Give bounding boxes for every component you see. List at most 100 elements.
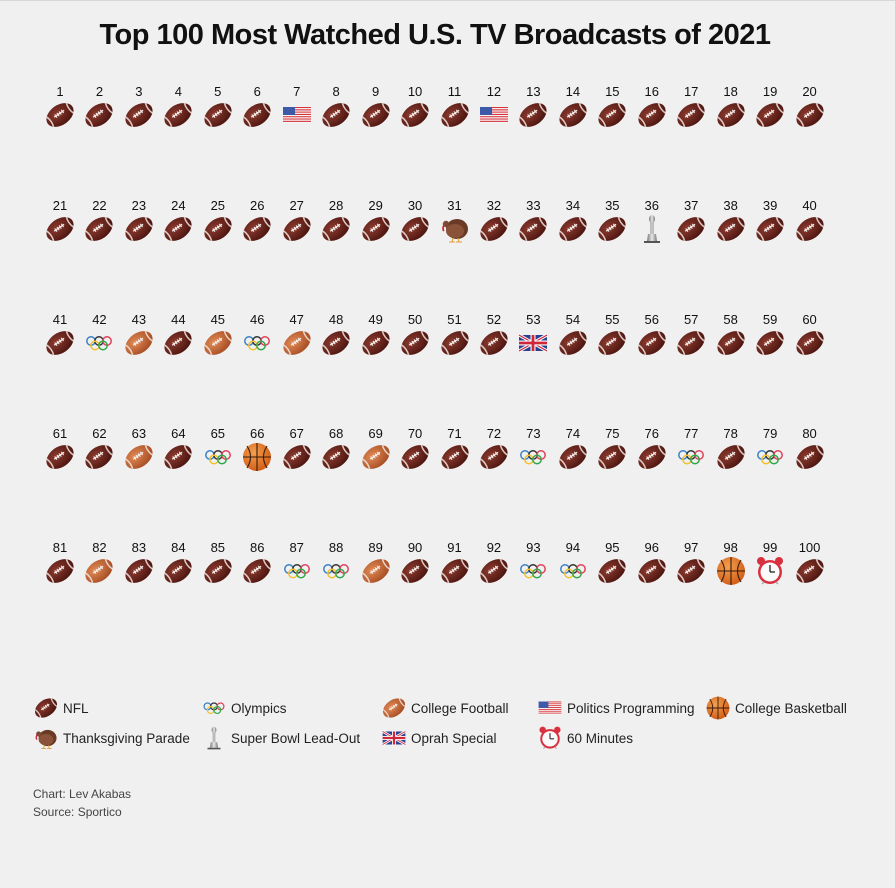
rank-label: 61 bbox=[52, 426, 68, 441]
grid-cell: 46 bbox=[237, 312, 277, 372]
legend-item: Thanksgiving Parade bbox=[33, 725, 190, 751]
rank-label: 53 bbox=[526, 312, 541, 327]
rank-label: 52 bbox=[486, 312, 502, 327]
american-football-icon bbox=[162, 441, 194, 473]
rank-label: 42 bbox=[92, 312, 107, 327]
rank-label: 30 bbox=[407, 198, 423, 213]
american-football-icon bbox=[794, 441, 826, 473]
american-football-icon bbox=[636, 99, 668, 131]
grid-cell: 18 bbox=[711, 84, 751, 144]
rank-label: 92 bbox=[486, 540, 502, 555]
grid-cell: 84 bbox=[158, 540, 198, 600]
american-football-icon bbox=[636, 441, 668, 473]
grid-cell: 69 bbox=[356, 426, 396, 486]
american-football-icon bbox=[754, 327, 786, 359]
rank-label: 38 bbox=[723, 198, 738, 213]
grid-cell: 38 bbox=[711, 198, 751, 258]
legend: NFL Olympics College Football Politics Pr… bbox=[0, 1, 895, 761]
american-football-icon bbox=[439, 441, 471, 473]
rank-label: 44 bbox=[171, 312, 186, 327]
american-football-icon bbox=[202, 213, 234, 245]
basketball-icon bbox=[715, 555, 747, 587]
rank-label: 56 bbox=[644, 312, 659, 327]
american-football-icon bbox=[44, 555, 76, 587]
american-football-icon bbox=[636, 327, 668, 359]
legend-item: Oprah Special bbox=[381, 725, 497, 751]
rank-label: 14 bbox=[565, 84, 581, 99]
grid-cell: 58 bbox=[711, 312, 751, 372]
us-flag-icon bbox=[281, 99, 313, 131]
grid-cell: 36 bbox=[632, 198, 672, 258]
pictogram-grid: 1 2 3 bbox=[0, 1, 895, 641]
rank-label: 11 bbox=[447, 84, 462, 99]
olympic-rings-icon bbox=[241, 327, 273, 359]
rank-label: 28 bbox=[328, 198, 344, 213]
grid-cell: 63 bbox=[119, 426, 159, 486]
rank-label: 37 bbox=[683, 198, 699, 213]
grid-cell: 94 bbox=[553, 540, 593, 600]
american-football-icon bbox=[360, 99, 392, 131]
american-football-icon bbox=[754, 99, 786, 131]
grid-cell: 98 bbox=[711, 540, 751, 600]
college-football-icon bbox=[123, 327, 155, 359]
olympic-rings-icon bbox=[517, 555, 549, 587]
grid-cell: 75 bbox=[592, 426, 632, 486]
rank-label: 65 bbox=[210, 426, 226, 441]
rank-label: 18 bbox=[723, 84, 738, 99]
rank-label: 79 bbox=[762, 426, 778, 441]
rank-label: 25 bbox=[210, 198, 226, 213]
grid-cell: 93 bbox=[513, 540, 553, 600]
grid-cell: 49 bbox=[356, 312, 396, 372]
grid-cell: 48 bbox=[316, 312, 356, 372]
american-football-icon bbox=[281, 213, 313, 245]
grid-cell: 78 bbox=[711, 426, 751, 486]
rank-label: 72 bbox=[486, 426, 502, 441]
american-football-icon bbox=[320, 213, 352, 245]
grid-cell: 100 bbox=[790, 540, 830, 600]
american-football-icon bbox=[439, 327, 471, 359]
rank-label: 16 bbox=[644, 84, 659, 99]
rank-label: 32 bbox=[486, 198, 502, 213]
grid-cell: 80 bbox=[790, 426, 830, 486]
american-football-icon bbox=[202, 555, 234, 587]
chart-source: Source: Sportico bbox=[33, 805, 122, 819]
rank-label: 15 bbox=[605, 84, 620, 99]
american-football-icon bbox=[675, 327, 707, 359]
grid-cell: 82 bbox=[79, 540, 119, 600]
legend-item: Politics Programming bbox=[537, 695, 695, 721]
grid-cell: 56 bbox=[632, 312, 672, 372]
grid-cell: 67 bbox=[277, 426, 317, 486]
american-football-icon bbox=[202, 99, 234, 131]
grid-cell: 37 bbox=[671, 198, 711, 258]
rank-label: 77 bbox=[683, 426, 699, 441]
grid-cell: 73 bbox=[513, 426, 553, 486]
rank-label: 12 bbox=[486, 84, 502, 99]
american-football-icon bbox=[439, 555, 471, 587]
grid-cell: 52 bbox=[474, 312, 514, 372]
american-football-icon bbox=[754, 213, 786, 245]
rank-label: 57 bbox=[683, 312, 699, 327]
us-flag-icon bbox=[537, 695, 563, 721]
legend-label: 60 Minutes bbox=[567, 730, 634, 746]
grid-cell: 32 bbox=[474, 198, 514, 258]
legend-item: 60 Minutes bbox=[537, 725, 633, 751]
grid-cell: 77 bbox=[671, 426, 711, 486]
grid-cell: 71 bbox=[435, 426, 475, 486]
american-football-icon bbox=[360, 327, 392, 359]
american-football-icon bbox=[399, 327, 431, 359]
grid-cell: 86 bbox=[237, 540, 277, 600]
grid-cell: 90 bbox=[395, 540, 435, 600]
grid-cell: 97 bbox=[671, 540, 711, 600]
grid-cell: 7 bbox=[277, 84, 317, 144]
grid-cell: 11 bbox=[435, 84, 475, 144]
rank-label: 95 bbox=[605, 540, 620, 555]
rank-label: 36 bbox=[644, 198, 659, 213]
american-football-icon bbox=[281, 441, 313, 473]
grid-cell: 1 bbox=[40, 84, 80, 144]
basketball-icon bbox=[705, 695, 731, 721]
rank-label: 75 bbox=[605, 426, 620, 441]
american-football-icon bbox=[360, 213, 392, 245]
rank-label: 33 bbox=[526, 198, 541, 213]
american-football-icon bbox=[44, 327, 76, 359]
american-football-icon bbox=[596, 555, 628, 587]
